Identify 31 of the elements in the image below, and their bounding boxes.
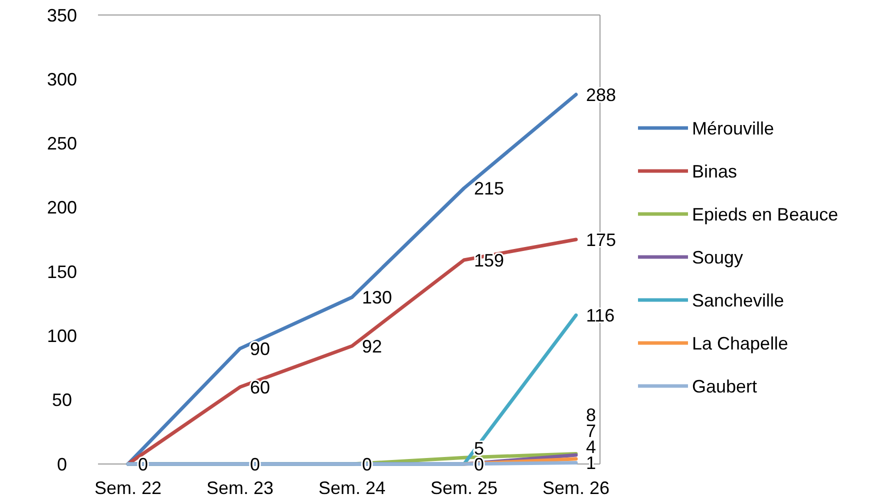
legend-label: Sancheville <box>692 290 784 310</box>
legend-label: Epieds en Beauce <box>692 204 838 224</box>
legend-label: Gaubert <box>692 376 758 396</box>
data-label: 175 <box>586 230 616 250</box>
x-tick-label: Sem. 23 <box>206 478 274 498</box>
legend-label: Binas <box>692 161 738 182</box>
legend-label: Sougy <box>692 247 744 268</box>
data-label: 130 <box>362 288 392 308</box>
legend-label: La Chapelle <box>692 333 788 354</box>
y-tick-label: 100 <box>46 326 78 346</box>
data-label: 92 <box>362 336 382 356</box>
y-tick-label: 350 <box>46 5 78 26</box>
data-label: 0 <box>250 454 260 474</box>
x-tick-label: Sem. 24 <box>318 478 386 498</box>
data-label: 90 <box>250 338 270 359</box>
y-tick-label: 150 <box>46 262 78 282</box>
x-tick-label: Sem. 25 <box>430 478 498 498</box>
y-tick-label: 0 <box>56 454 68 474</box>
legend-label: Mérouville <box>692 118 774 138</box>
y-tick-label: 300 <box>46 69 78 90</box>
x-tick-label: Sem. 22 <box>94 478 162 498</box>
data-label: 0 <box>138 454 148 474</box>
y-tick-label: 250 <box>46 134 78 154</box>
data-label: 288 <box>586 84 616 105</box>
y-tick-label: 50 <box>52 390 72 410</box>
data-label: 116 <box>586 305 615 326</box>
data-label: 60 <box>250 377 270 398</box>
x-tick-label: Sem. 26 <box>542 478 610 498</box>
data-label: 215 <box>474 178 504 198</box>
data-label: 159 <box>474 250 504 270</box>
y-tick-label: 200 <box>46 198 78 218</box>
